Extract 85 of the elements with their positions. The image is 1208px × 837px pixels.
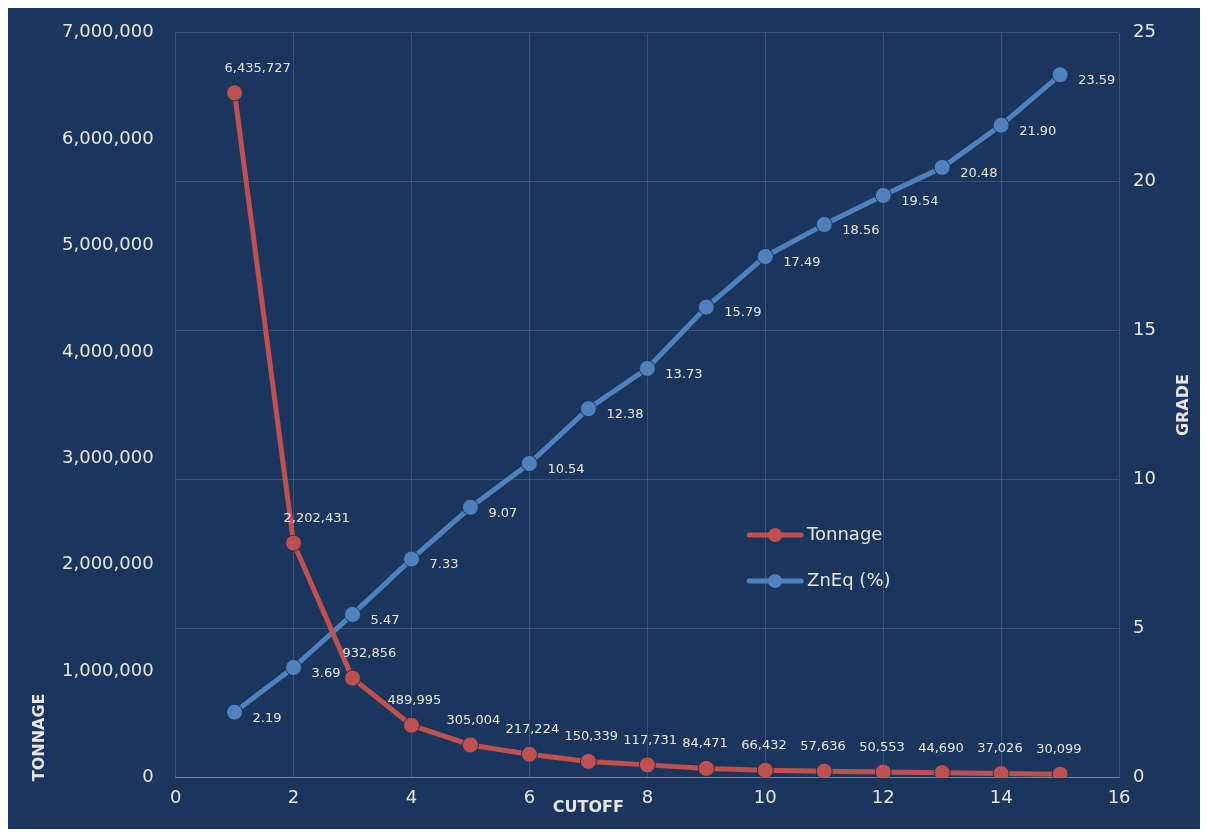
y-tick-label: 5,000,000 [62,233,154,255]
data-label: 932,856 [342,645,397,661]
point [638,359,656,377]
data-label: 3.69 [311,664,341,680]
point [697,298,715,316]
x-tick-label: 2 [287,785,300,807]
x-tick-label: 4 [405,785,418,807]
data-label: 5.47 [370,611,400,627]
point [344,669,362,687]
point [756,761,774,778]
data-label: 10.54 [547,460,585,476]
point [638,756,656,774]
data-label: 44,690 [918,739,964,755]
data-label: 20.48 [960,164,998,180]
x-tick-label: 14 [989,785,1013,807]
y2-axis-title: GRADE [1173,374,1193,437]
point [579,400,597,418]
data-label: 21.90 [1019,122,1057,138]
y2-tick-label: 5 [1133,616,1145,638]
x-tick-label: 8 [641,785,654,807]
data-label: 489,995 [387,692,442,708]
data-label: 6,435,727 [224,59,291,75]
point [520,745,538,763]
data-label: 305,004 [446,711,501,727]
point [285,659,303,676]
point [579,752,597,770]
x-tick-label: 0 [169,785,182,807]
x-tick-label: 6 [523,785,536,807]
data-label: 12.38 [606,406,644,422]
point [815,762,833,778]
point [1051,66,1069,84]
data-label: 66,432 [741,737,787,753]
data-label: 30,099 [1036,741,1082,757]
data-label: 18.56 [842,221,880,237]
y2-tick-label: 10 [1133,467,1156,489]
y-tick-label: 4,000,000 [62,339,154,361]
data-label: 117,731 [623,731,678,747]
data-label: 17.49 [783,253,821,269]
point [461,736,479,754]
point [285,534,303,552]
point [344,605,362,623]
point [402,550,420,568]
data-label: 50,553 [859,738,905,754]
y-tick-label: 6,000,000 [62,126,154,148]
point [992,116,1010,134]
y-tick-label: 7,000,000 [62,20,154,42]
data-label: 13.73 [665,365,703,381]
y-axis-title: TONNAGE [29,693,49,782]
data-label: 7.33 [429,556,459,572]
data-label: 2.19 [252,709,282,725]
y2-tick-label: 25 [1133,20,1156,42]
point [756,247,774,265]
point [226,703,244,721]
y2-tick-label: 0 [1133,765,1145,787]
point [815,216,833,234]
point [520,454,538,472]
point [461,498,479,516]
point [874,763,892,778]
data-label: 217,224 [505,721,560,737]
data-label: 15.79 [724,304,762,320]
legend-label: Tonnage [806,522,883,544]
y-tick-label: 1,000,000 [62,658,154,680]
data-label: 84,471 [682,735,728,751]
y2-tick-label: 20 [1133,169,1156,191]
point [402,716,420,734]
point [933,158,951,176]
data-label: 23.59 [1078,72,1116,88]
data-label: 19.54 [901,192,939,208]
data-label: 57,636 [800,738,846,754]
y-tick-label: 0 [142,765,154,787]
y-tick-label: 3,000,000 [62,445,154,467]
point [933,764,951,778]
y-tick-label: 2,000,000 [62,552,154,574]
x-tick-label: 12 [871,785,895,807]
x-tick-label: 10 [753,785,777,807]
legend-label: ZnEq (%) [807,568,891,590]
data-label: 150,339 [564,728,619,744]
point [874,186,892,204]
point [226,84,244,102]
point [697,759,715,777]
y2-tick-label: 15 [1133,318,1156,340]
data-label: 9.07 [488,504,518,520]
x-tick-label: 16 [1107,785,1131,807]
data-label: 37,026 [977,740,1023,756]
x-axis-title: CUTOFF [552,796,624,816]
